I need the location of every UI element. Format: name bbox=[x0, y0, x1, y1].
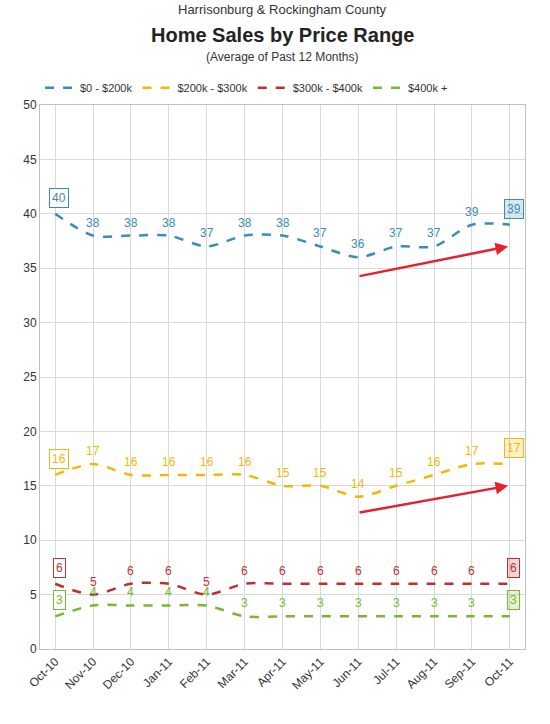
svg-text:6: 6 bbox=[127, 564, 134, 578]
svg-text:30: 30 bbox=[23, 316, 37, 330]
svg-text:$200k - $300k: $200k - $300k bbox=[177, 82, 247, 94]
svg-text:Home Sales by Price Range: Home Sales by Price Range bbox=[151, 24, 414, 46]
svg-text:36: 36 bbox=[351, 237, 365, 251]
svg-text:38: 38 bbox=[238, 216, 252, 230]
svg-text:15: 15 bbox=[276, 466, 290, 480]
svg-text:40: 40 bbox=[23, 207, 37, 221]
svg-text:4: 4 bbox=[203, 585, 210, 599]
svg-text:10: 10 bbox=[23, 533, 37, 547]
svg-text:Oct-11: Oct-11 bbox=[481, 655, 516, 690]
svg-text:16: 16 bbox=[52, 452, 66, 466]
svg-text:$0 - $200k: $0 - $200k bbox=[80, 82, 132, 94]
svg-text:6: 6 bbox=[241, 564, 248, 578]
svg-text:Sep-11: Sep-11 bbox=[442, 655, 479, 692]
svg-text:15: 15 bbox=[23, 479, 37, 493]
svg-text:3: 3 bbox=[241, 596, 248, 610]
svg-text:40: 40 bbox=[52, 191, 66, 205]
svg-text:38: 38 bbox=[162, 216, 176, 230]
svg-text:3: 3 bbox=[510, 593, 517, 607]
svg-text:3: 3 bbox=[355, 596, 362, 610]
svg-text:Feb-11: Feb-11 bbox=[177, 655, 213, 691]
svg-text:39: 39 bbox=[465, 205, 479, 219]
svg-text:6: 6 bbox=[317, 564, 324, 578]
svg-text:3: 3 bbox=[56, 593, 63, 607]
svg-text:5: 5 bbox=[203, 575, 210, 589]
svg-text:6: 6 bbox=[56, 561, 63, 575]
svg-text:35: 35 bbox=[23, 261, 37, 275]
svg-text:Nov-10: Nov-10 bbox=[62, 655, 99, 692]
svg-text:Jul-11: Jul-11 bbox=[370, 655, 403, 688]
svg-text:38: 38 bbox=[276, 216, 290, 230]
svg-text:16: 16 bbox=[427, 455, 441, 469]
svg-text:20: 20 bbox=[23, 425, 37, 439]
svg-text:17: 17 bbox=[507, 441, 521, 455]
svg-text:6: 6 bbox=[468, 564, 475, 578]
svg-text:Jun-11: Jun-11 bbox=[329, 655, 364, 690]
svg-text:3: 3 bbox=[468, 596, 475, 610]
svg-text:15: 15 bbox=[389, 466, 403, 480]
svg-text:25: 25 bbox=[23, 370, 37, 384]
svg-text:Aug-11: Aug-11 bbox=[404, 655, 441, 692]
svg-text:$400k +: $400k + bbox=[408, 82, 447, 94]
svg-text:37: 37 bbox=[313, 226, 327, 240]
svg-text:17: 17 bbox=[465, 444, 479, 458]
svg-text:6: 6 bbox=[165, 564, 172, 578]
svg-text:Oct-10: Oct-10 bbox=[26, 655, 62, 691]
svg-text:4: 4 bbox=[127, 585, 134, 599]
svg-text:4: 4 bbox=[90, 585, 97, 599]
svg-text:3: 3 bbox=[393, 596, 400, 610]
svg-text:37: 37 bbox=[427, 226, 441, 240]
svg-text:6: 6 bbox=[510, 561, 517, 575]
svg-text:37: 37 bbox=[200, 226, 214, 240]
svg-text:Harrisonburg & Rockingham Coun: Harrisonburg & Rockingham County bbox=[178, 2, 387, 17]
svg-text:39: 39 bbox=[507, 202, 521, 216]
svg-text:6: 6 bbox=[355, 564, 362, 578]
svg-text:16: 16 bbox=[238, 455, 252, 469]
svg-text:45: 45 bbox=[23, 153, 37, 167]
svg-text:Mar-11: Mar-11 bbox=[215, 655, 251, 691]
svg-text:Dec-10: Dec-10 bbox=[100, 655, 137, 692]
svg-text:50: 50 bbox=[23, 98, 37, 112]
svg-text:0: 0 bbox=[30, 642, 37, 656]
svg-text:17: 17 bbox=[86, 444, 100, 458]
svg-text:15: 15 bbox=[313, 466, 327, 480]
svg-text:$300k - $400k: $300k - $400k bbox=[293, 82, 363, 94]
svg-text:(Average of Past 12 Months): (Average of Past 12 Months) bbox=[206, 50, 359, 64]
svg-text:37: 37 bbox=[389, 226, 403, 240]
svg-text:Apr-11: Apr-11 bbox=[254, 655, 289, 690]
svg-text:May-11: May-11 bbox=[289, 655, 327, 693]
svg-text:6: 6 bbox=[279, 564, 286, 578]
svg-text:16: 16 bbox=[124, 455, 138, 469]
svg-text:14: 14 bbox=[351, 477, 365, 491]
svg-text:38: 38 bbox=[86, 216, 100, 230]
svg-text:5: 5 bbox=[90, 575, 97, 589]
svg-text:3: 3 bbox=[279, 596, 286, 610]
svg-text:3: 3 bbox=[317, 596, 324, 610]
svg-text:6: 6 bbox=[393, 564, 400, 578]
svg-text:3: 3 bbox=[431, 596, 438, 610]
svg-text:4: 4 bbox=[165, 585, 172, 599]
svg-text:16: 16 bbox=[200, 455, 214, 469]
svg-text:16: 16 bbox=[162, 455, 176, 469]
svg-text:38: 38 bbox=[124, 216, 138, 230]
svg-text:Jan-11: Jan-11 bbox=[140, 655, 175, 690]
svg-text:6: 6 bbox=[431, 564, 438, 578]
svg-text:5: 5 bbox=[30, 588, 37, 602]
